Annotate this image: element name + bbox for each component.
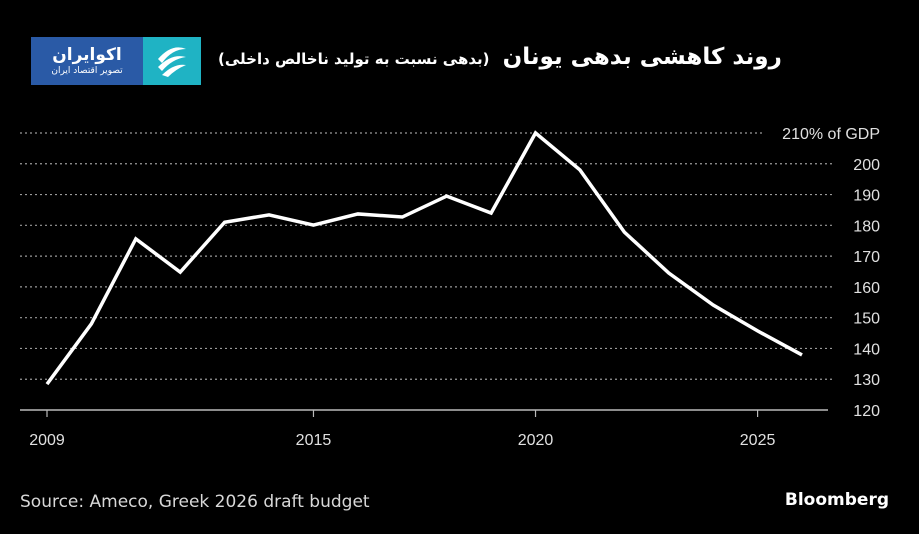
y-tick-label: 150 xyxy=(853,311,880,328)
logo-text-block: اکوایران تصویر اقتصاد ایران xyxy=(31,37,143,85)
y-tick-label: 160 xyxy=(853,280,880,297)
x-tick-label: 2020 xyxy=(518,432,554,449)
logo-main-text: اکوایران xyxy=(52,45,122,65)
y-tick-label: 200 xyxy=(853,157,880,174)
x-tick-label: 2015 xyxy=(296,432,332,449)
y-tick-label: 120 xyxy=(853,403,880,420)
logo-sub-text: تصویر اقتصاد ایران xyxy=(51,66,123,76)
logo-mark-icon xyxy=(143,37,201,85)
chart-subtitle: (بدهی نسبت به تولید ناخالص داخلی) xyxy=(218,50,490,68)
x-tick-label: 2025 xyxy=(740,432,776,449)
y-tick-label: 190 xyxy=(853,188,880,205)
bloomberg-brand: Bloomberg xyxy=(784,490,889,510)
ecoiran-logo: اکوایران تصویر اقتصاد ایران xyxy=(31,37,201,85)
chart-title: روند کاهشی بدهی یونان (بدهی نسبت به تولی… xyxy=(218,44,782,70)
y-tick-label: 180 xyxy=(853,218,880,235)
y-tick-label: 140 xyxy=(853,341,880,358)
source-note: Source: Ameco, Greek 2026 draft budget xyxy=(20,492,370,512)
chart-title-main: روند کاهشی بدهی یونان xyxy=(502,44,782,70)
y-tick-label: 170 xyxy=(853,249,880,266)
x-tick-label: 2009 xyxy=(29,432,65,449)
y-tick-label: 130 xyxy=(853,372,880,389)
y-tick-label: 210% of GDP xyxy=(782,126,880,143)
debt-to-gdp-line xyxy=(45,130,803,386)
